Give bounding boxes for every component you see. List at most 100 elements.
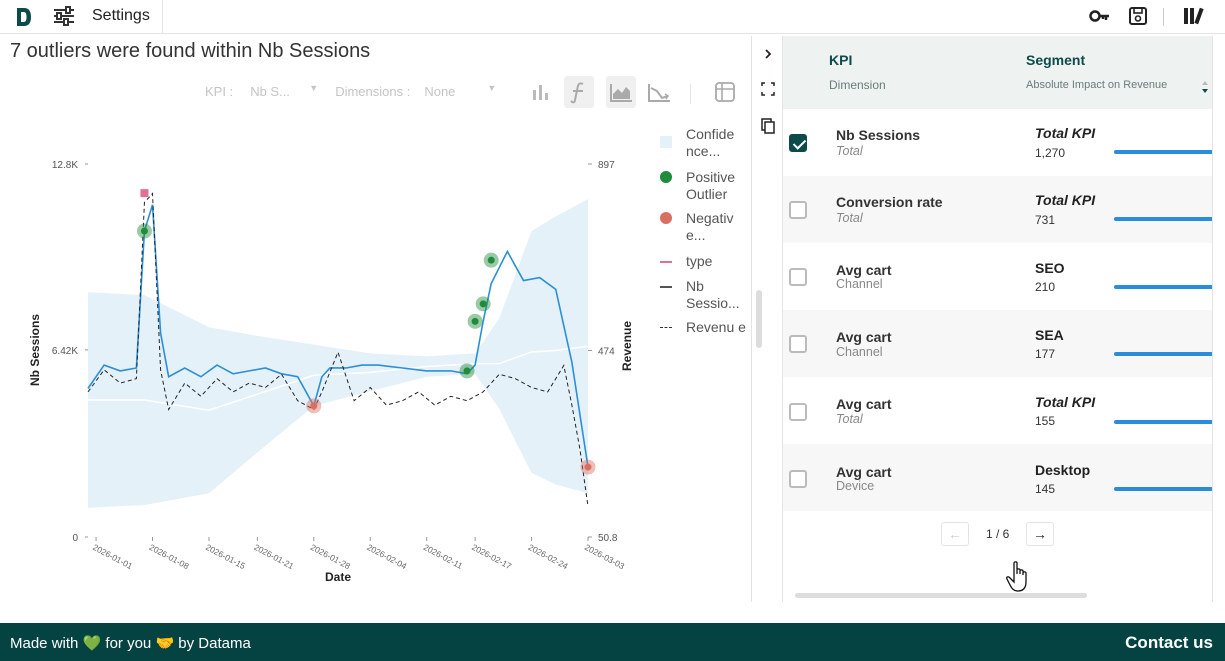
column-segment[interactable]: Segment <box>1026 52 1086 68</box>
topbar-divider-2 <box>1163 8 1164 26</box>
trend-chart-button[interactable] <box>644 76 674 108</box>
table-row[interactable]: Avg cart Channel SEA 177 <box>783 310 1212 377</box>
chart-legend: Confide nce... Positive Outlier Negativ … <box>656 126 750 360</box>
legend-line-type <box>660 261 672 263</box>
row-value: 145 <box>1035 482 1056 496</box>
row-value: 1,270 <box>1035 146 1066 160</box>
row-kpi: Avg cart <box>836 464 892 480</box>
save-icon[interactable] <box>1127 6 1149 26</box>
x-tick-label: 2026-02-24 <box>527 542 570 571</box>
legend-label-type: type <box>686 253 713 269</box>
impact-bar <box>1114 487 1212 491</box>
by-datama-text: by Datama <box>178 635 251 652</box>
legend-dot-negative <box>660 212 672 224</box>
settings-button[interactable] <box>52 5 76 27</box>
bar-chart-button[interactable] <box>526 76 556 108</box>
row-checkbox[interactable] <box>789 335 807 353</box>
column-kpi[interactable]: KPI <box>829 52 853 68</box>
trend-chart-icon <box>648 84 670 102</box>
right-tick-label: 50.8 <box>598 533 618 544</box>
column-dimension[interactable]: Dimension <box>829 78 886 92</box>
legend-nb-sessions[interactable]: Nb Sessio... <box>656 278 750 314</box>
row-checkbox[interactable] <box>789 268 807 286</box>
sort-icon[interactable] <box>1200 79 1210 95</box>
row-checkbox[interactable] <box>789 201 807 219</box>
legend-dot-positive <box>660 171 672 183</box>
row-checkbox[interactable] <box>789 470 807 488</box>
dimensions-filter-value: None <box>424 84 456 99</box>
topbar-divider <box>162 0 163 34</box>
table-view-button[interactable] <box>710 76 740 108</box>
legend-negative-outlier[interactable]: Negativ e... <box>656 210 750 248</box>
prev-page-button[interactable]: ← <box>941 522 969 546</box>
positive-outlier-point <box>471 317 479 325</box>
chevron-right-icon <box>765 49 772 59</box>
positive-outlier-point <box>479 300 487 308</box>
right-tick-label: 897 <box>598 160 615 171</box>
table-row[interactable]: Avg cart Device Desktop 145 <box>783 444 1212 511</box>
row-dimension: Channel <box>836 345 883 359</box>
legend-type[interactable]: type <box>656 253 750 273</box>
datama-logo[interactable] <box>14 6 34 28</box>
next-page-button[interactable]: → <box>1026 522 1054 546</box>
chevron-down-icon: ▼ <box>487 83 497 93</box>
scrollbar-thumb[interactable] <box>795 593 1087 598</box>
footer: Made with 💚 for you 🤝 by Datama Contact … <box>0 623 1225 661</box>
row-dimension: Total <box>836 412 863 426</box>
pagination: ← 1 / 6 → <box>783 520 1213 548</box>
collapse-panel-button[interactable] <box>756 42 780 66</box>
table-row[interactable]: Conversion rate Total Total KPI 731 <box>783 176 1212 243</box>
row-checkbox[interactable] <box>789 403 807 421</box>
copy-icon <box>761 118 775 134</box>
type-marker <box>140 189 149 198</box>
legend-revenue[interactable]: Revenu e <box>656 319 750 355</box>
table-row[interactable]: Avg cart Channel SEO 210 <box>783 243 1212 310</box>
table-row[interactable]: Avg cart Total Total KPI 155 <box>783 377 1212 444</box>
chevron-down-icon: ▼ <box>309 83 319 93</box>
legend-positive-outlier[interactable]: Positive Outlier <box>656 169 750 205</box>
row-value: 177 <box>1035 347 1056 361</box>
page-title: 7 outliers were found within Nb Sessions <box>10 40 371 62</box>
settings-label[interactable]: Settings <box>92 7 150 24</box>
legend-dash-revenue <box>660 327 672 328</box>
area-chart-icon <box>610 84 632 102</box>
y-axis-right-label: Revenue <box>620 321 634 371</box>
impact-bar <box>1114 150 1212 154</box>
sessions-line <box>87 204 589 468</box>
x-tick-label: 2026-01-28 <box>309 542 352 571</box>
row-value: 155 <box>1035 414 1056 428</box>
dimensions-filter-select[interactable]: None ▼ <box>424 83 497 99</box>
contact-us-link[interactable]: Contact us <box>1125 633 1213 652</box>
function-button[interactable] <box>564 76 594 108</box>
fullscreen-button[interactable] <box>756 77 780 101</box>
function-icon <box>570 82 584 104</box>
row-dimension: Total <box>836 144 863 158</box>
for-you-text: for you <box>105 635 152 652</box>
table-row[interactable]: Nb Sessions Total Total KPI 1,270 <box>783 109 1212 176</box>
legend-label-positive: Positive Outlier <box>686 169 736 202</box>
library-icon[interactable] <box>1182 6 1208 26</box>
x-tick-label: 2026-03-03 <box>583 542 626 571</box>
chart-scrollbar[interactable] <box>756 290 762 348</box>
left-tick-label: 6.42K <box>52 346 78 357</box>
row-segment: SEA <box>1035 327 1064 343</box>
negative-outlier-point <box>310 402 318 410</box>
area-chart-button[interactable] <box>606 76 636 108</box>
row-dimension: Total <box>836 211 863 225</box>
kpi-filter-select[interactable]: Nb S... ▼ <box>250 83 319 99</box>
key-icon[interactable] <box>1089 6 1111 26</box>
legend-confidence[interactable]: Confide nce... <box>656 126 750 164</box>
column-impact[interactable]: Absolute Impact on Revenue <box>1026 79 1168 91</box>
row-dimension: Device <box>836 479 875 493</box>
sliders-icon <box>54 6 74 26</box>
row-checkbox[interactable] <box>789 134 807 152</box>
right-tick-label: 474 <box>598 346 615 357</box>
row-value: 731 <box>1035 213 1056 227</box>
copy-button[interactable] <box>756 114 780 138</box>
dimensions-filter-label: Dimensions : <box>335 84 411 99</box>
kpi-filter-value: Nb S... <box>250 84 290 99</box>
x-tick-label: 2026-01-01 <box>91 542 134 571</box>
handshake-icon: 🤝 <box>155 635 175 652</box>
table-horizontal-scrollbar[interactable] <box>783 590 1213 600</box>
positive-outlier-point <box>487 256 495 264</box>
